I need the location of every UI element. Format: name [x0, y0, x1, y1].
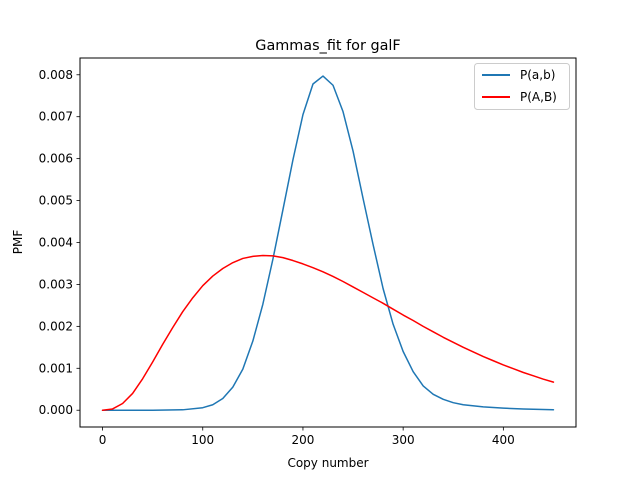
y-tick-label: 0.005: [39, 194, 73, 208]
y-tick-label: 0.000: [39, 403, 73, 417]
x-tick-label: 100: [191, 433, 214, 447]
x-axis-label: Copy number: [287, 456, 368, 470]
y-tick-label: 0.008: [39, 68, 73, 82]
x-tick-label: 300: [392, 433, 415, 447]
y-tick-label: 0.001: [39, 361, 73, 375]
x-tick-label: 0: [99, 433, 107, 447]
x-tick-layer: 0 100 200 300 400: [99, 427, 515, 447]
y-tick-label: 0.003: [39, 277, 73, 291]
y-axis-label: PMF: [11, 230, 25, 255]
legend-label-p-a-b: P(a,b): [520, 68, 555, 82]
y-tick-layer: 0.000 0.001 0.002 0.003 0.004 0.005 0.006 0.007…: [39, 68, 80, 417]
series-line-1: [101, 254, 555, 411]
chart-title: Gammas_fit for galF: [255, 38, 400, 54]
y-tick-label: 0.004: [39, 236, 73, 250]
plot-area: 0 100 200 300 400 0.0000.0010.0020.0030.0040…: [39, 57, 577, 447]
x-tick-label: 400: [492, 433, 515, 447]
y-tick-label: 0.006: [39, 152, 73, 166]
x-tick-label: 200: [291, 433, 314, 447]
legend-label-p-A-B: P(A,B): [520, 90, 557, 104]
y-tick-label: 0.002: [39, 319, 73, 333]
y-tick-label: 0.007: [39, 110, 73, 124]
series-layer: [101, 75, 555, 411]
series-line-0: [101, 75, 555, 411]
legend: P(a,b) P(A,B): [474, 63, 570, 110]
